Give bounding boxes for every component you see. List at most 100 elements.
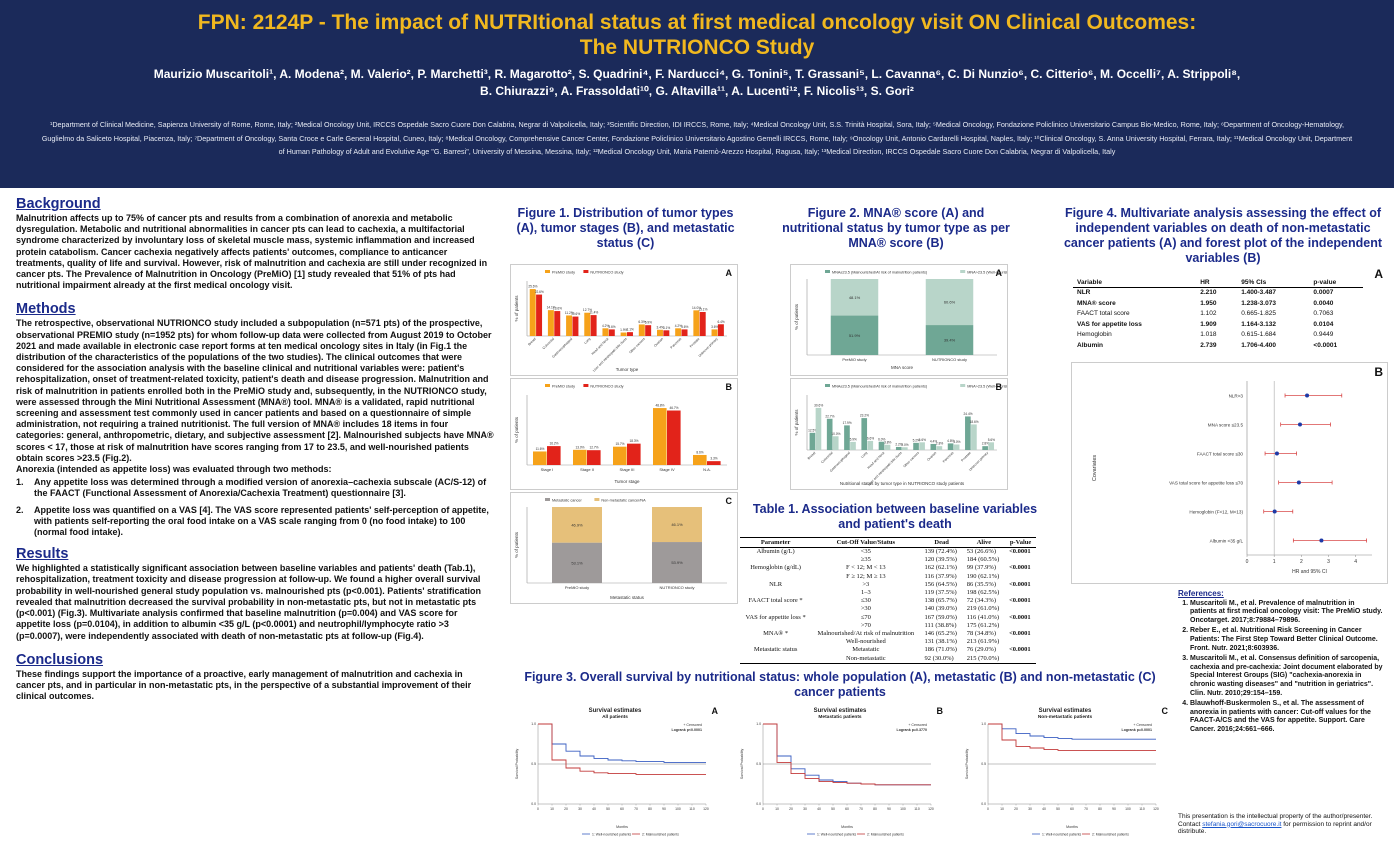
bar (572, 316, 579, 336)
references-heading: References: (1178, 589, 1224, 598)
bar (884, 444, 891, 450)
table-cell-param (740, 589, 811, 597)
tick-label: 70 (634, 807, 638, 811)
panel-label: A (712, 706, 719, 716)
data-label: 4.8% (947, 439, 954, 443)
legend-swatch (960, 270, 966, 273)
list-text: Appetite loss was quantified on a VAS [4… (34, 504, 489, 538)
table-cell-alive: 219 (61.0%) (966, 605, 1000, 613)
hr-point (1319, 538, 1324, 543)
tick-label: 40 (1042, 807, 1046, 811)
references: References: Muscaritoli M., et al. Preva… (1178, 589, 1383, 737)
reference-item: Muscaritoli M., et al. Consensus definit… (1190, 655, 1383, 698)
reference-item: Blauwhoff-Buskermolen S., et al. The ass… (1190, 700, 1383, 734)
tick-label: Breast (807, 451, 817, 461)
bar (830, 279, 879, 316)
tick-label: 40 (592, 807, 596, 811)
methods-anorexia-text: Anorexia (intended as appetite loss) was… (16, 464, 332, 475)
list-item: 1. Any appetite loss was determined throu… (16, 477, 494, 499)
bar (652, 542, 702, 583)
y-axis-label: % of patients (514, 295, 519, 322)
panel-label: A (1374, 267, 1383, 281)
table-cell-dead: 139 (72.4%) (924, 548, 957, 555)
covariate-label: Hemoglobin (F<12, M<13) (1189, 510, 1243, 515)
bar (925, 279, 974, 326)
figure-2b-panel: B % of patients Nutritional status by tum… (790, 378, 1029, 490)
tick-label: Pancreas (670, 337, 683, 350)
figure-1a-chart: % of patients Tumor type PreMiO study NUTRI… (514, 270, 727, 373)
data-label: 23.2% (860, 414, 869, 418)
bar (707, 461, 721, 465)
data-label: 46.7% (669, 406, 678, 410)
table-cell-p: <0.0001 (1009, 548, 1031, 555)
hr-point (1297, 422, 1302, 427)
survival-title: Survival estimates (589, 708, 642, 714)
conclusions-text: These findings support the importance of… (16, 668, 472, 702)
table-cell-var: Hemoglobin (1077, 331, 1112, 338)
table-cell-p: <0.0001 (1009, 580, 1031, 588)
bar (861, 418, 868, 450)
covariate-label: FAACT total score ≤30 (1197, 452, 1244, 457)
contact-email-link[interactable]: stefania.gori@sacrocuore.it (1202, 820, 1282, 828)
bar (867, 440, 874, 450)
table-cell-p (1005, 605, 1036, 613)
tick-label: 1.0 (756, 722, 761, 726)
tick-label: 90 (1112, 807, 1116, 811)
legend-entry: 2: Malnourished patients (1092, 833, 1129, 837)
x-axis-label: MNA score (891, 365, 914, 370)
title-line-1: FPN: 2124P - The impact of NUTRItional s… (197, 11, 1197, 34)
data-label: 2.8% (982, 442, 989, 446)
table-row: ≥35 120 (39.5%) 184 (60.5%) (740, 556, 1036, 564)
survival-curve (538, 723, 706, 763)
footer-contact-suffix: for permission to reprint and/or distrib… (1178, 820, 1372, 836)
bar (584, 312, 591, 336)
tick-label: 1.0 (981, 722, 986, 726)
x-axis-label: HR and 95% CI (1292, 569, 1327, 575)
table-cell-p: <0.0001 (1009, 646, 1031, 654)
legend-entry: MNA≤23.5 (Malnourished/At risk of malnut… (832, 385, 928, 389)
table-cell-param: NLR (769, 580, 783, 588)
tick-label: 0.0 (756, 802, 761, 806)
data-label: 2.1% (627, 328, 634, 332)
bar (988, 442, 995, 450)
legend-entry: 1: Well-nourished patients (1042, 833, 1081, 837)
tick-label: Stage I (541, 467, 554, 472)
column-header: Cut-Off Value/Status (811, 537, 921, 548)
list-text: Any appetite loss was determined through… (34, 477, 487, 499)
y-axis-label: % of patients (514, 531, 519, 558)
x-axis-label: Months (616, 825, 628, 829)
table-cell-alive: 99 (37.9%) (966, 564, 997, 572)
table-cell-cut: <35 (860, 548, 871, 555)
table-cell-alive: 86 (35.5%) (966, 580, 997, 588)
table-cell-cut: >3 (862, 580, 870, 588)
tick-label: Stage III (620, 467, 635, 472)
tick-label: PreMiO study (565, 585, 589, 590)
figure-1-title: Figure 1. Distribution of tumor types (A… (516, 206, 735, 250)
tick-label: 0 (987, 807, 989, 811)
table-row: Albumin (g/L) <35 139 (72.4%) 53 (26.6%) <0.… (740, 548, 1036, 557)
data-label: 6.3% (638, 320, 645, 324)
table-cell-cut: F ≥ 12; M ≥ 13 (846, 572, 886, 580)
table-cell-ci: 1.400-3.487 (1241, 289, 1276, 296)
table-cell-p: <0.0001 (1009, 630, 1031, 638)
legend-entry: MNA>23.5 (Well-nourished patients) (967, 385, 1007, 389)
figure-4-title: Figure 4. Multivariate analysis assessin… (1063, 206, 1383, 265)
tick-label: 120 (928, 807, 934, 811)
panel-label: B (725, 382, 733, 392)
tick-label: 20 (789, 807, 793, 811)
y-axis-label: % of patients (794, 409, 799, 436)
data-label: 12.7% (589, 446, 598, 450)
data-label: 46.9% (571, 522, 583, 527)
survival-subtitle: Non-metastatic patients (1038, 714, 1093, 720)
data-label: 3.8% (884, 440, 891, 444)
x-axis-label: Nutritional status by tumor type in NUTR… (840, 481, 965, 486)
figure-3-panels: Survival estimates All patients A Survival … (508, 704, 1172, 838)
bar (663, 330, 670, 336)
table-cell-cut: ≤30 (860, 597, 871, 605)
covariate-label: MNA score ≤23.5 (1208, 423, 1244, 428)
tick-label: 0.5 (981, 762, 986, 766)
table-cell-alive: 53 (26.6%) (966, 548, 997, 555)
legend-entry: Metastatic cancer (552, 499, 582, 503)
data-label: 11.2% (565, 311, 574, 315)
table-row: FAACT total score * ≤30 138 (65.7%) 72 (34.… (740, 597, 1036, 605)
